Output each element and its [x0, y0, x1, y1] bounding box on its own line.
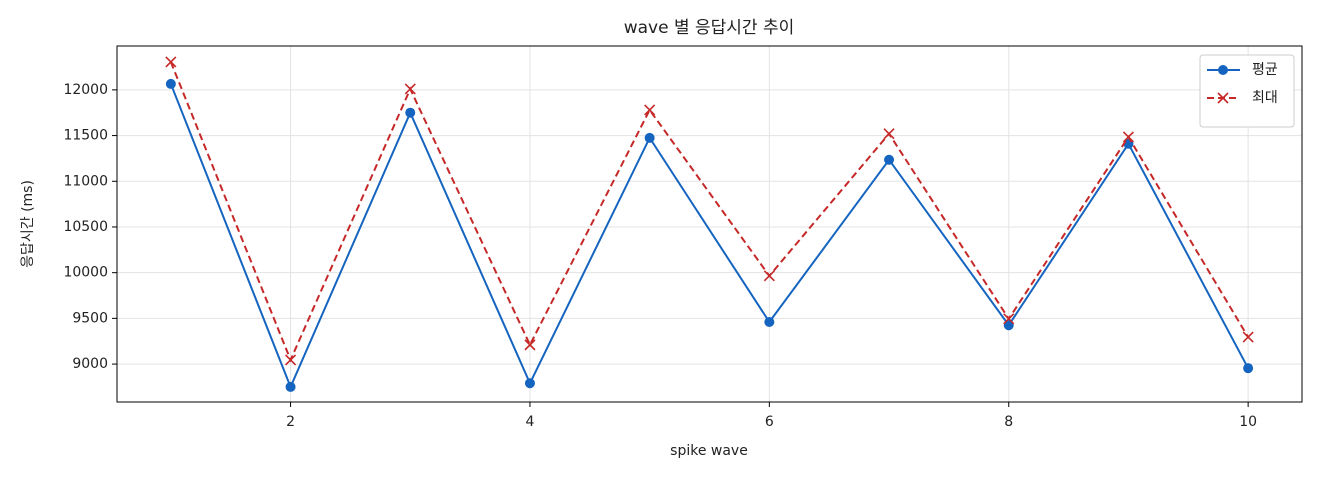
x-tick-label: 4	[525, 414, 534, 430]
y-tick-label: 11500	[63, 128, 108, 144]
legend-marker	[1218, 65, 1228, 75]
legend-box	[1199, 54, 1295, 128]
marker	[1242, 331, 1254, 343]
y-tick-label: 11000	[63, 173, 108, 189]
marker	[404, 83, 416, 95]
marker	[1003, 313, 1015, 325]
marker	[1003, 320, 1014, 331]
marker	[285, 381, 296, 392]
marker	[883, 128, 895, 140]
chart-title: wave 별 응답시간 추이	[624, 18, 795, 38]
marker	[1122, 131, 1135, 143]
plot-frame	[116, 45, 1303, 403]
marker	[405, 107, 416, 118]
y-tick-label: 10000	[63, 265, 108, 281]
legend-marker	[1217, 92, 1229, 104]
marker	[1243, 363, 1254, 374]
marker	[524, 339, 536, 351]
line	[169, 61, 1249, 363]
y-tick-label: 12000	[63, 82, 108, 98]
y-tick-label: 10500	[63, 219, 108, 235]
marker	[763, 270, 775, 282]
marker	[284, 354, 297, 366]
y-axis-label: 응답시간 (ms)	[20, 180, 36, 268]
x-tick-label: 8	[1004, 414, 1013, 430]
line	[169, 83, 1250, 390]
legend-label: 평균	[1252, 62, 1278, 78]
x-tick-label: 6	[765, 414, 774, 430]
marker	[524, 378, 535, 389]
x-axis-label: spike wave	[670, 443, 748, 459]
y-tick-label: 9500	[72, 310, 108, 326]
marker	[644, 104, 656, 116]
x-tick-label: 2	[286, 414, 295, 430]
marker	[764, 317, 775, 328]
marker	[165, 78, 176, 89]
y-tick-label: 9000	[72, 356, 108, 372]
marker	[165, 56, 177, 68]
legend-label: 최대	[1252, 90, 1278, 106]
marker	[644, 132, 655, 143]
marker	[884, 154, 895, 165]
x-tick-label: 10	[1239, 414, 1257, 430]
